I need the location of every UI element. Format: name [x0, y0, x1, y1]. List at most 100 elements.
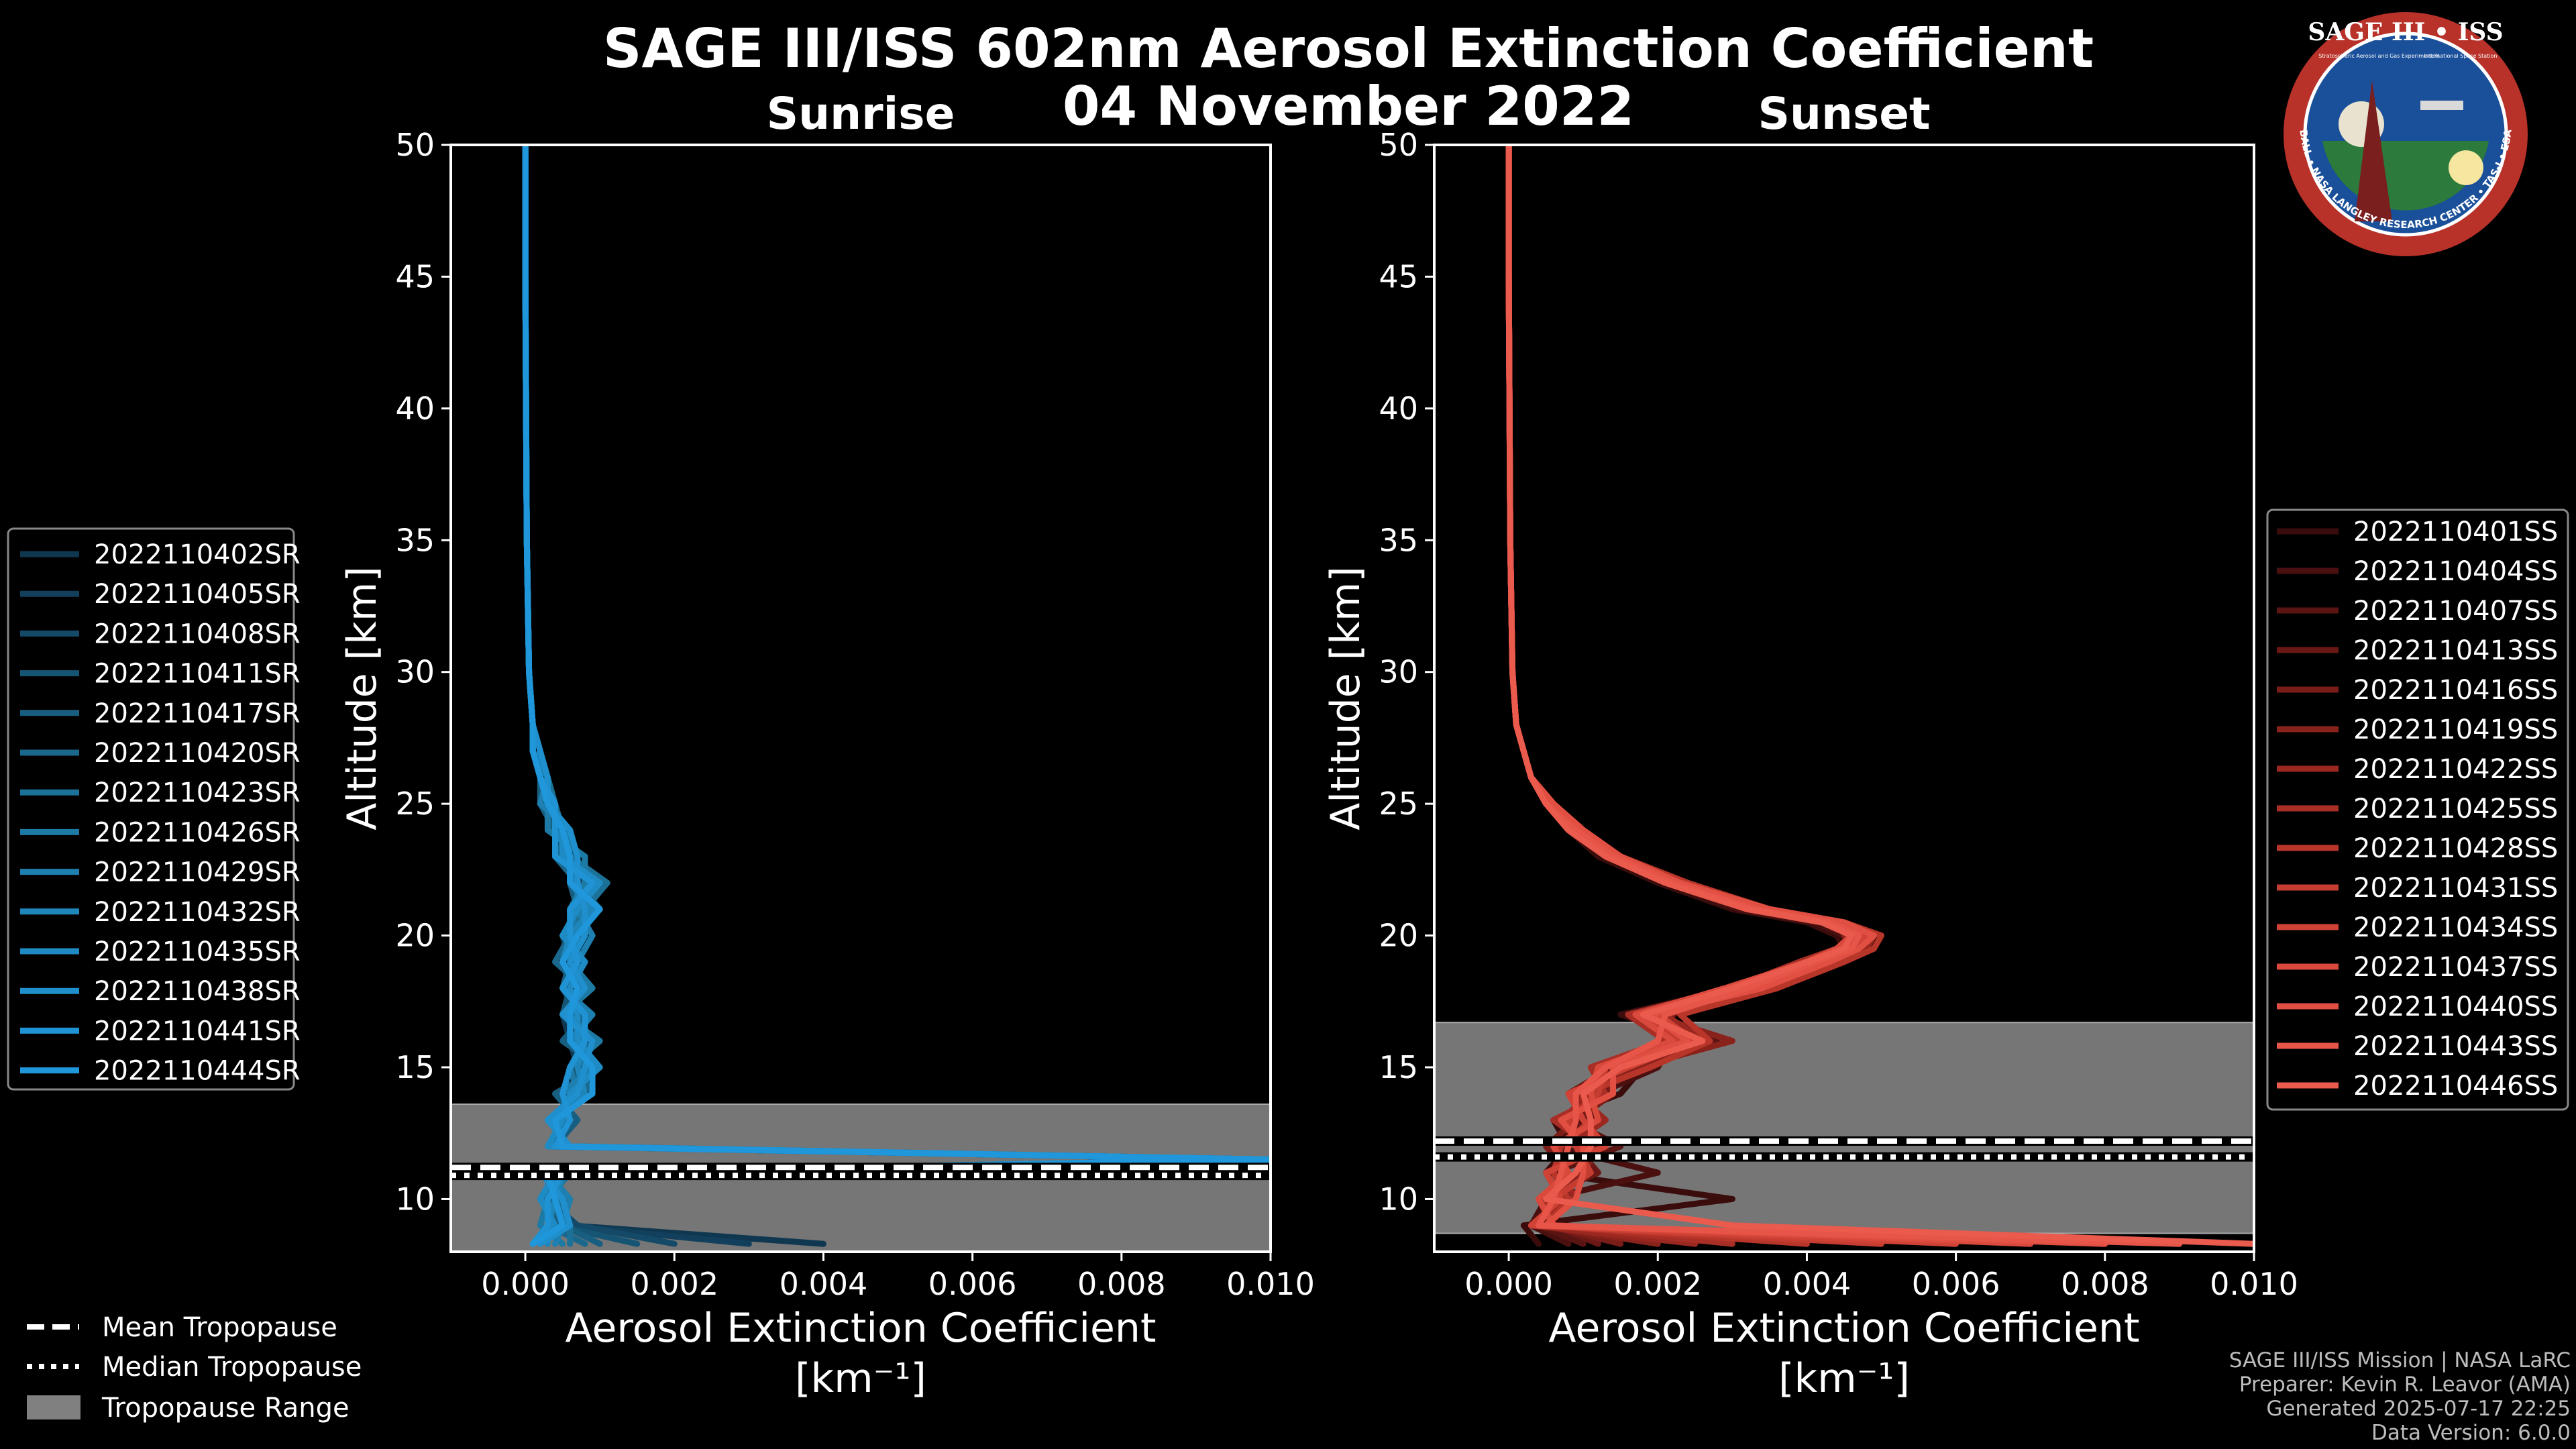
sunrise-y-tick-label: 35	[395, 522, 435, 558]
tropopause-range-swatch	[27, 1395, 80, 1419]
sunrise-x-tick-label: 0.000	[481, 1266, 570, 1302]
sunrise-legend: 2022110402SR 2022110405SR 2022110408SR 2022…	[7, 527, 301, 1091]
sunrise-axis-ticks: 10 15 20 25 30 35 40 45 50 0.000 0.002 0.004 0.006 0.…	[395, 127, 1314, 1302]
sunrise-x-axis-unit: [km⁻¹]	[795, 1355, 926, 1402]
credit-generated: Generated 2025-07-17 22:25	[2266, 1397, 2571, 1421]
legend-label-2022110404SS: 2022110404SS	[2353, 556, 2558, 587]
logo-title: SAGE III • ISS	[2308, 18, 2503, 46]
median-tropopause-label: Median Tropopause	[102, 1352, 362, 1383]
tropopause-legend: Mean Tropopause Median Tropopause Tropop…	[27, 1312, 362, 1424]
sunset-axis-ticks: 10 15 20 25 30 35 40 45 50 0.000 0.002 0.004 0.006 0.…	[1379, 127, 2298, 1302]
tropopause-range-label: Tropopause Range	[101, 1393, 350, 1424]
sunrise-y-tick-label: 15	[395, 1049, 435, 1085]
sunrise-x-axis-label: Aerosol Extinction Coefficient	[566, 1305, 1157, 1352]
legend-label-2022110426SR: 2022110426SR	[94, 817, 301, 848]
sunset-x-tick-label: 0.006	[1912, 1266, 2000, 1302]
legend-label-2022110435SR: 2022110435SR	[94, 936, 301, 967]
legend-label-2022110437SS: 2022110437SS	[2353, 952, 2558, 983]
sunset-x-tick-label: 0.008	[2061, 1266, 2149, 1302]
legend-label-2022110443SS: 2022110443SS	[2353, 1031, 2558, 1062]
sunrise-panel-title: Sunrise	[767, 88, 955, 140]
sunrise-y-tick-label: 25	[395, 786, 435, 822]
legend-label-2022110432SR: 2022110432SR	[94, 897, 301, 928]
sunrise-y-tick-label: 50	[395, 127, 435, 163]
sunrise-plot: 10 15 20 25 30 35 40 45 50 0.000 0.002 0.004 0.006 0.…	[339, 127, 1315, 1402]
sunset-y-tick-label: 25	[1379, 786, 1418, 822]
sunrise-y-tick-label: 20	[395, 918, 435, 954]
sunrise-tropopause-lines	[451, 1163, 1271, 1181]
legend-label-2022110402SR: 2022110402SR	[94, 539, 301, 570]
credits: SAGE III/ISS Mission | NASA LaRC Prepare…	[2229, 1348, 2571, 1445]
legend-label-2022110422SS: 2022110422SS	[2353, 754, 2558, 785]
legend-label-2022110419SS: 2022110419SS	[2353, 714, 2558, 745]
sunrise-x-tick-label: 0.008	[1077, 1266, 1166, 1302]
sunset-y-tick-label: 30	[1379, 654, 1418, 690]
sun-icon	[2449, 150, 2483, 185]
sunset-legend: 2022110401SS 2022110404SS 2022110407SS 2022…	[2266, 508, 2569, 1111]
sage-iii-iss-logo: SAGE III • ISS Stratospheric Aerosol and…	[2284, 12, 2528, 256]
sunset-y-tick-label: 20	[1379, 918, 1418, 954]
sunrise-y-axis-label: Altitude [km]	[339, 566, 386, 830]
credit-preparer: Preparer: Kevin R. Leavor (AMA)	[2239, 1373, 2571, 1397]
sunrise-y-tick-label: 45	[395, 258, 435, 294]
sunrise-x-tick-label: 0.006	[928, 1266, 1017, 1302]
series-line-2022110444SR	[522, 145, 1271, 1247]
legend-label-2022110401SS: 2022110401SS	[2353, 517, 2558, 547]
sunset-plot: 10 15 20 25 30 35 40 45 50 0.000 0.002 0.004 0.006 0.…	[1322, 127, 2298, 1402]
legend-label-2022110428SS: 2022110428SS	[2353, 833, 2558, 864]
sunset-x-axis-label: Aerosol Extinction Coefficient	[1549, 1305, 2140, 1352]
sunrise-y-tick-label: 30	[395, 654, 435, 690]
legend-label-2022110441SR: 2022110441SR	[94, 1016, 301, 1046]
sunrise-legend-box	[7, 527, 295, 1091]
sunset-x-tick-label: 0.004	[1763, 1266, 1851, 1302]
sunset-y-tick-label: 50	[1379, 127, 1418, 163]
legend-label-2022110440SS: 2022110440SS	[2353, 991, 2558, 1022]
sunset-tropopause-lines	[1434, 1136, 2254, 1162]
sunrise-y-tick-label: 40	[395, 390, 435, 427]
legend-label-2022110405SR: 2022110405SR	[94, 579, 301, 610]
sunset-x-tick-label: 0.002	[1613, 1266, 1702, 1302]
legend-label-2022110444SR: 2022110444SR	[94, 1056, 301, 1087]
sunset-y-axis-label: Altitude [km]	[1322, 566, 1369, 830]
legend-label-2022110411SR: 2022110411SR	[94, 659, 301, 690]
legend-label-2022110423SR: 2022110423SR	[94, 777, 301, 808]
legend-label-2022110416SS: 2022110416SS	[2353, 675, 2558, 706]
sunrise-x-tick-label: 0.002	[630, 1266, 718, 1302]
sunrise-x-tick-label: 0.010	[1226, 1266, 1315, 1302]
legend-label-2022110413SS: 2022110413SS	[2353, 635, 2558, 666]
sage-figure-icon	[2355, 80, 2392, 221]
sunset-x-tick-label: 0.000	[1464, 1266, 1553, 1302]
sunset-y-tick-label: 15	[1379, 1049, 1418, 1085]
sunset-y-tick-label: 35	[1379, 522, 1418, 558]
legend-label-2022110431SS: 2022110431SS	[2353, 873, 2558, 904]
legend-label-2022110425SS: 2022110425SS	[2353, 794, 2558, 824]
credit-mission: SAGE III/ISS Mission | NASA LaRC	[2229, 1348, 2571, 1373]
sunrise-plot-frame	[449, 144, 1272, 1253]
sunset-y-tick-label: 40	[1379, 390, 1418, 427]
sunset-plot-frame	[1433, 144, 2255, 1253]
sunset-y-tick-label: 45	[1379, 258, 1418, 294]
sunset-legend-box	[2266, 508, 2569, 1111]
sunset-y-tick-label: 10	[1379, 1181, 1418, 1217]
series-line-2022110446SS	[1505, 145, 2254, 1247]
logo-subtitle-station: International Space Station	[2424, 53, 2498, 59]
sunset-series-group	[1505, 145, 2254, 1247]
legend-label-2022110429SR: 2022110429SR	[94, 857, 301, 888]
sunrise-x-tick-label: 0.004	[780, 1266, 868, 1302]
legend-label-2022110408SR: 2022110408SR	[94, 619, 301, 649]
logo-subtitle-experiment: Stratospheric Aerosol and Gas Experiment…	[2318, 53, 2438, 59]
sunset-panel-title: Sunset	[1758, 88, 1930, 140]
legend-label-2022110407SS: 2022110407SS	[2353, 596, 2558, 627]
chart-date: 04 November 2022	[1063, 75, 1634, 138]
legend-label-2022110417SR: 2022110417SR	[94, 698, 301, 729]
sunrise-series-group	[522, 145, 1271, 1247]
sunrise-y-tick-label: 10	[395, 1181, 435, 1217]
legend-label-2022110446SS: 2022110446SS	[2353, 1071, 2558, 1102]
legend-label-2022110438SR: 2022110438SR	[94, 976, 301, 1007]
chart-title: SAGE III/ISS 602nm Aerosol Extinction Co…	[603, 17, 2094, 80]
sunset-x-axis-unit: [km⁻¹]	[1778, 1355, 1910, 1402]
sunset-x-tick-label: 0.010	[2210, 1266, 2298, 1302]
space-station-icon	[2420, 101, 2463, 110]
legend-label-2022110420SR: 2022110420SR	[94, 738, 301, 769]
